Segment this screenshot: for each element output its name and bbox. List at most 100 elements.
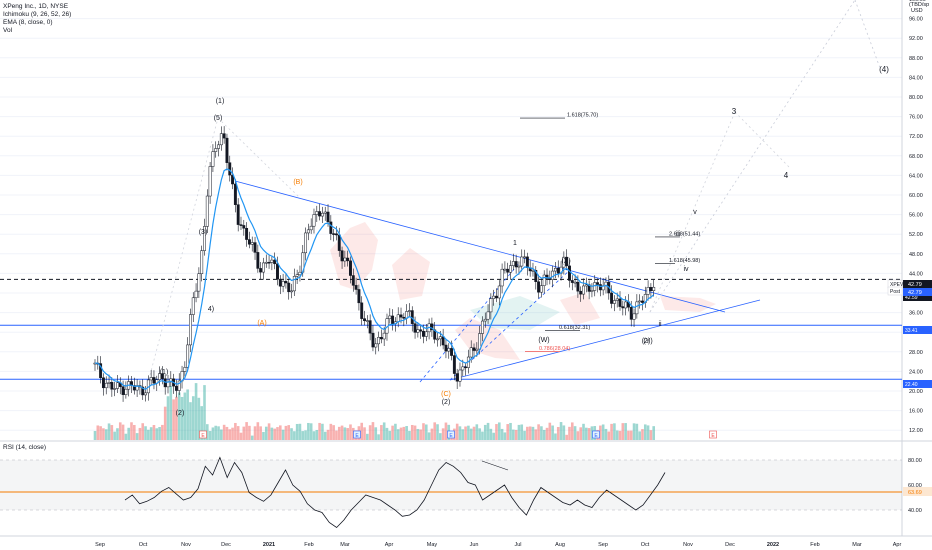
- volume-bar: [506, 424, 510, 440]
- volume-bar: [492, 432, 495, 440]
- time-tick: Oct: [641, 542, 650, 548]
- rsi-level-tag: 63.69: [908, 490, 922, 496]
- price-tick: 60.00: [909, 193, 923, 199]
- trend-lines[interactable]: [149, 0, 881, 383]
- wave-label: (C): [441, 391, 451, 398]
- candle-body: [158, 373, 162, 380]
- candle-body: [312, 214, 316, 227]
- candle-body: [424, 331, 428, 337]
- wave-labels[interactable]: (1)(5)(3)4)(1)(2)(B)(A)(C)(2)1(X)(W) (Y)(…: [160, 65, 890, 417]
- volume-bar: [570, 422, 574, 440]
- candle-body: [245, 227, 249, 240]
- volume-bar: [439, 433, 442, 440]
- candle-body: [200, 250, 204, 274]
- candle-body: [593, 282, 597, 291]
- wave-label: 4): [208, 306, 214, 313]
- volume-bar: [424, 424, 428, 440]
- volume-bar: [102, 428, 105, 440]
- volume-bar: [607, 431, 611, 440]
- volume-bar: [405, 426, 408, 440]
- volume-bar: [545, 427, 549, 440]
- volume-bar: [290, 428, 293, 440]
- volume-bar: [304, 430, 307, 440]
- price-tick: 76.00: [909, 115, 923, 121]
- volume-bar: [590, 426, 594, 440]
- candle-body: [646, 287, 650, 295]
- candle-body: [239, 224, 243, 226]
- trend-line: [449, 299, 761, 381]
- horizontal-levels[interactable]: [0, 278, 902, 380]
- candle-body: [228, 162, 232, 176]
- volume-bar: [309, 423, 313, 440]
- candle-body: [292, 276, 296, 292]
- volume-bar: [191, 396, 195, 440]
- volume-bar: [497, 422, 501, 440]
- candle-body: [262, 262, 265, 273]
- candle-body: [273, 259, 277, 265]
- rsi-tick: 40.00: [908, 508, 922, 514]
- candle-body: [183, 367, 187, 372]
- volume-bar: [486, 422, 490, 440]
- candle-body: [214, 148, 218, 152]
- rsi-legend[interactable]: RSI (14, close): [3, 444, 46, 451]
- candle-body: [579, 290, 583, 295]
- volume-bar: [382, 422, 386, 440]
- price-tag-label: 42.59: [905, 295, 918, 301]
- price-tick: 24.00: [909, 369, 923, 375]
- time-tick: Sep: [598, 542, 608, 548]
- candle-body: [189, 314, 192, 346]
- candle-body: [281, 281, 285, 287]
- currency-label: USD: [911, 8, 923, 14]
- candle-body: [295, 274, 299, 277]
- price-tag-label: XPEV: [890, 282, 904, 288]
- candle-body: [116, 382, 119, 389]
- volume-bar: [315, 430, 319, 440]
- time-tick: Nov: [683, 542, 693, 548]
- volume-bar: [615, 430, 619, 440]
- volume-bar: [99, 426, 102, 440]
- time-tick: Oct: [139, 542, 148, 548]
- volume-bar: [104, 429, 108, 440]
- candle-body: [231, 174, 235, 185]
- time-axis[interactable]: Sep Oct Nov Dec 2021 Feb Mar Apr May Jun Jul Aug Sep…: [95, 542, 901, 548]
- fib-label: 1.618(75.70): [567, 113, 598, 119]
- fib-levels[interactable]: 1.618(75.70) 2.618(51.44) 1.618(45.98) 0.61…: [520, 113, 700, 353]
- volume-bar: [155, 428, 159, 440]
- candle-body: [259, 268, 263, 273]
- wave-label: (2): [176, 410, 185, 417]
- volume-bar: [256, 422, 260, 440]
- indicator-ichimoku[interactable]: Ichimoku (9, 26, 52, 26): [3, 11, 72, 18]
- candle-body: [430, 323, 434, 331]
- fib-label: 0.786(28.04): [539, 346, 570, 352]
- volume-bar: [149, 427, 153, 440]
- volume-bar: [618, 430, 622, 440]
- candle-body: [203, 226, 206, 251]
- price-axis[interactable]: 80.00 60.00 40.00 63.69 100.00 96.00 92.00 88.0…: [903, 0, 932, 514]
- candle-body: [247, 239, 251, 245]
- wave-label: (1): [216, 98, 225, 105]
- event-marker-label: E: [594, 433, 598, 439]
- volume-bar: [585, 427, 588, 440]
- candle-body: [104, 382, 108, 389]
- wave-label: v: [693, 209, 697, 216]
- volume-bar: [346, 428, 349, 440]
- trend-line: [734, 111, 791, 169]
- wave-label: (1): [160, 369, 169, 376]
- candle-body: [399, 314, 403, 318]
- candle-body: [629, 306, 633, 320]
- indicator-volume[interactable]: Vol: [3, 27, 13, 34]
- event-marker-label: E: [201, 433, 205, 439]
- volume-bar: [175, 396, 178, 440]
- candle-body: [458, 369, 462, 382]
- symbol-title[interactable]: XPeng Inc., 1D, NYSE: [3, 3, 69, 10]
- price-tag-bg: [887, 286, 903, 296]
- volume-bar: [278, 425, 282, 440]
- candle-body: [346, 257, 350, 262]
- volume-bar: [180, 396, 184, 440]
- candle-body: [514, 261, 518, 268]
- indicator-ema[interactable]: EMA (8, close, 0): [3, 19, 53, 26]
- candle-body: [413, 323, 417, 333]
- candle-body: [144, 392, 147, 396]
